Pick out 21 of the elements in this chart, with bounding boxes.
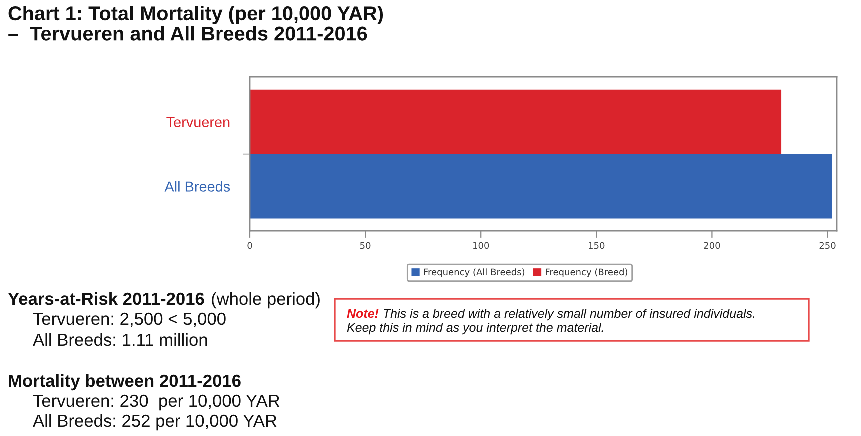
text: Tervueren: 230 per 10,000 YAR [33, 394, 280, 411]
x-tick-label: 50 [360, 242, 371, 250]
x-tick-label: 200 [704, 242, 720, 250]
y-tick-label: All Breeds [164, 181, 230, 192]
text: This is a breed with a relatively small number of insured individuals. [384, 308, 754, 321]
legend-label: Frequency (All Breeds) [424, 268, 525, 278]
x-tick-label: 250 [820, 242, 836, 250]
legend-label: Frequency (Breed) [546, 268, 628, 278]
text: Note! [347, 309, 379, 318]
text: All Breeds: 1.11 million [33, 333, 208, 346]
x-tick-label: 0 [248, 242, 252, 250]
x-tick-label: 100 [473, 242, 490, 250]
text: Keep this in mind as you interpret the material. [347, 322, 604, 335]
chart-title: Chart 1: Total Mortality (per 10,000 YAR) – Tervueren and All Breeds 2011-2016 [8, 6, 384, 41]
text: All Breeds: 252 per 10,000 YAR [33, 414, 277, 431]
text: (whole period) [212, 292, 320, 309]
y-tick-label: Tervueren [166, 117, 230, 128]
text: Tervueren: 2,500 < 5,000 [33, 312, 226, 328]
text: Mortality between 2011-2016 [9, 374, 241, 391]
x-tick-label: 150 [589, 242, 605, 250]
text: Years-at-Risk 2011-2016 [8, 292, 204, 306]
